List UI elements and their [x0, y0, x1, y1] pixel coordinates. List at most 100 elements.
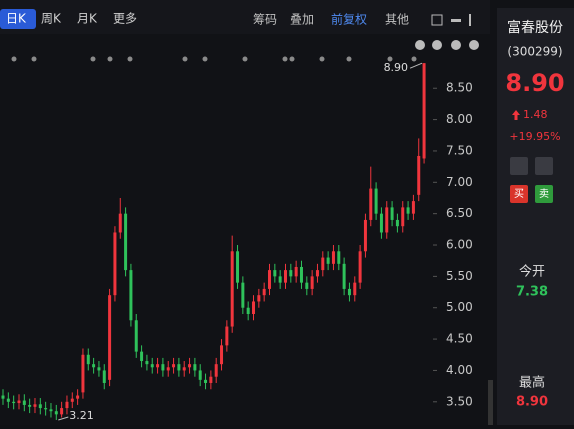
- annotation: 8.90: [384, 61, 409, 74]
- plot: 3.50 4.00 4.50 5.00 5.50 6.00 6.50 7.00 7.50 8.00…: [1, 61, 473, 422]
- candle-body: [422, 63, 426, 159]
- candle-body: [12, 401, 16, 404]
- candle-body: [331, 251, 335, 264]
- candle-body: [17, 400, 21, 404]
- candle-body: [289, 270, 293, 277]
- candle-body: [374, 188, 378, 214]
- candle-body: [193, 364, 197, 371]
- buy-button[interactable]: [510, 185, 528, 203]
- candle-body: [198, 370, 202, 380]
- candle-body: [38, 404, 42, 409]
- tab[interactable]: 月K: [77, 12, 98, 26]
- candle-body: [385, 207, 389, 233]
- candle-body: [65, 401, 69, 409]
- candle-body: [129, 270, 133, 321]
- candle-body: [406, 207, 410, 214]
- y-tick-label: 8.50: [446, 81, 473, 95]
- candle-body: [326, 257, 330, 264]
- candle-body: [220, 345, 224, 365]
- y-tick-label: 4.50: [446, 332, 473, 346]
- price: 8.90: [505, 69, 564, 97]
- candle-body: [113, 232, 117, 296]
- alert-button[interactable]: [535, 157, 553, 175]
- buy-label: 买: [514, 188, 524, 200]
- candle-body: [278, 276, 282, 283]
- candle-body: [305, 282, 309, 289]
- candle-body: [225, 326, 229, 346]
- y-tick-label: 7.00: [446, 175, 473, 189]
- toolbar: [0, 0, 490, 34]
- candle-body: [273, 270, 277, 277]
- candle-body: [140, 351, 144, 362]
- sell-label: 卖: [539, 188, 549, 200]
- candle-body: [268, 270, 271, 289]
- candle-body: [97, 367, 101, 371]
- candle-body: [315, 270, 319, 277]
- candle-body: [379, 213, 383, 233]
- candle-body: [145, 361, 149, 365]
- tab[interactable]: 更多: [113, 12, 137, 26]
- candle-body: [182, 367, 186, 371]
- candle-body: [358, 251, 362, 283]
- candle-body: [1, 395, 5, 399]
- candle-body: [353, 282, 357, 296]
- candle-body: [124, 213, 128, 271]
- candle-body: [166, 367, 170, 371]
- candle-body: [294, 266, 298, 277]
- candle-body: [283, 270, 287, 283]
- candle-body: [257, 295, 261, 302]
- y-tick-label: 4.00: [446, 363, 473, 377]
- candle-body: [252, 301, 256, 314]
- sell-button[interactable]: [535, 185, 553, 203]
- candle-body: [204, 379, 208, 383]
- tab[interactable]: 日K: [6, 12, 27, 26]
- candle-body: [395, 219, 399, 227]
- candle-body: [60, 408, 64, 415]
- candle-body: [209, 376, 213, 383]
- candle-body: [347, 288, 351, 296]
- stock-code: (300299): [507, 45, 562, 59]
- candle-body: [22, 400, 26, 405]
- candle-body: [417, 155, 421, 195]
- add-button[interactable]: [510, 157, 528, 175]
- candle-body: [28, 404, 32, 407]
- candle-body: [236, 251, 240, 283]
- tab[interactable]: 周K: [41, 12, 62, 26]
- candle-body: [6, 398, 10, 402]
- candle-body: [81, 354, 85, 393]
- tool[interactable]: 叠加: [290, 13, 314, 27]
- sidebar: [497, 8, 574, 425]
- annotation-arrow: [409, 62, 423, 69]
- candle-body: [102, 370, 106, 383]
- candle-body: [150, 364, 154, 368]
- candle-body: [161, 364, 165, 371]
- tool[interactable]: 筹码: [253, 13, 277, 27]
- y-tick-label: 5.50: [446, 269, 473, 283]
- candle-body: [241, 282, 245, 308]
- toolbar-icons: [415, 14, 479, 50]
- y-tick-label: 5.00: [446, 300, 473, 314]
- y-tick-label: 7.50: [446, 143, 473, 157]
- candle-body: [299, 266, 303, 283]
- scrollbar[interactable]: [488, 380, 493, 425]
- change-pct: +19.95%: [509, 130, 560, 143]
- candle-body: [310, 276, 314, 289]
- y-tick-label: 6.00: [446, 238, 473, 252]
- candle-body: [342, 263, 346, 289]
- candle-body: [411, 201, 415, 214]
- candle-body: [390, 207, 394, 220]
- tool[interactable]: 前复权: [331, 12, 367, 27]
- y-tick-label: 6.50: [446, 206, 473, 220]
- candle-body: [86, 354, 90, 365]
- tool[interactable]: 其他: [385, 13, 409, 27]
- candle-body: [230, 251, 234, 327]
- open-value: 7.38: [516, 285, 548, 300]
- candle-body: [49, 409, 53, 412]
- open-label: 今开: [519, 264, 545, 280]
- candle-body: [369, 188, 373, 220]
- candle-body: [188, 364, 192, 368]
- change: 1.48: [523, 108, 548, 121]
